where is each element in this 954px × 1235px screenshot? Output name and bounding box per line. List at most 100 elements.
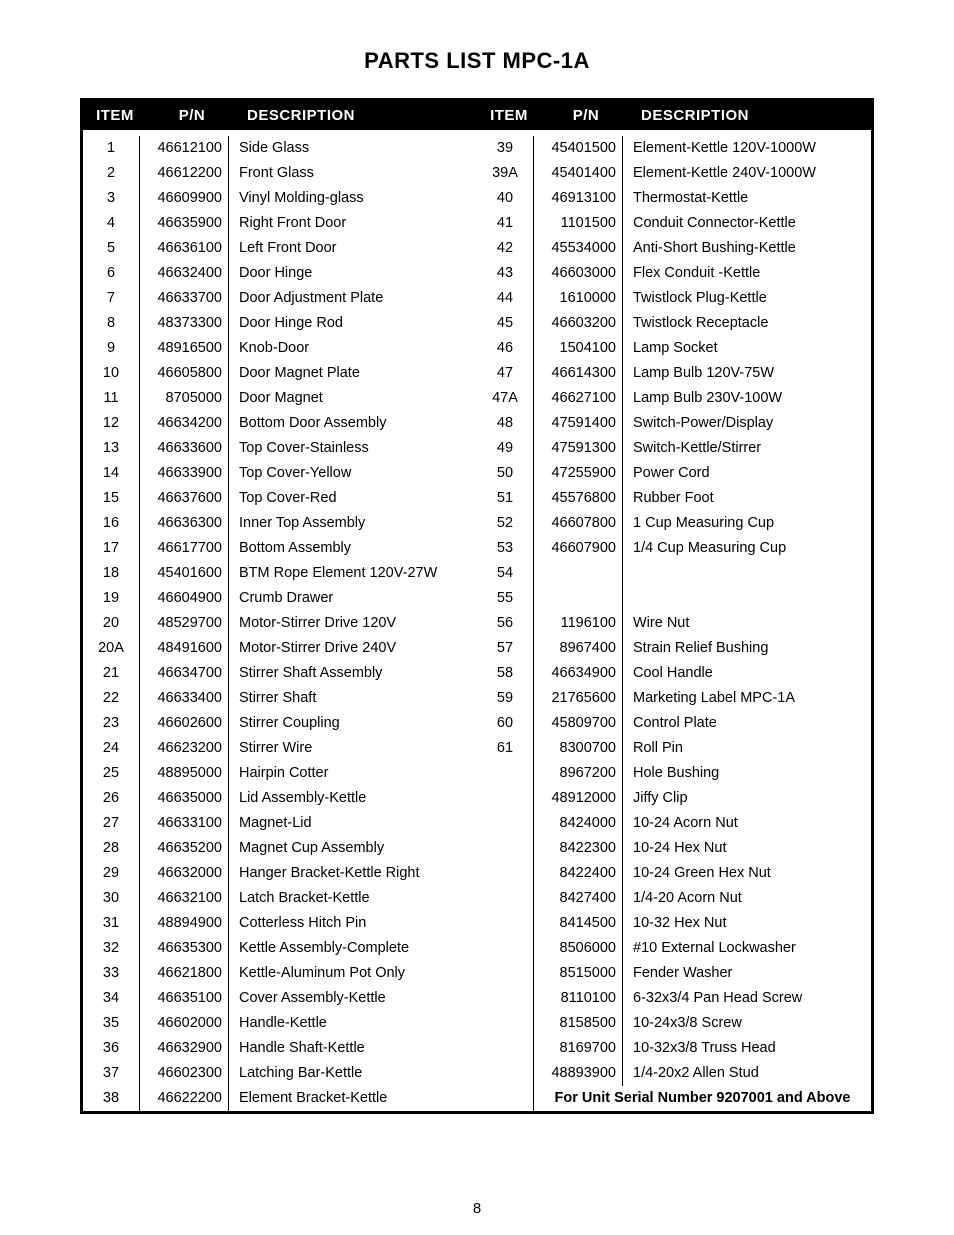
table-row: 246612200Front Glass bbox=[83, 161, 477, 186]
table-row: 546636100Left Front Door bbox=[83, 236, 477, 261]
cell-description: Control Plate bbox=[623, 711, 871, 736]
parts-table: Item P/N Description 146612100Side Glass… bbox=[80, 98, 874, 1114]
cell-item: 44 bbox=[477, 286, 534, 311]
cell-pn: 46602600 bbox=[140, 711, 229, 736]
cell-pn: 46635300 bbox=[140, 936, 229, 961]
cell-item bbox=[477, 1011, 534, 1036]
cell-pn: 46634200 bbox=[140, 411, 229, 436]
cell-pn: 1101500 bbox=[534, 211, 623, 236]
cell-item: 59 bbox=[477, 686, 534, 711]
table-row: 4746614300Lamp Bulb 120V-75W bbox=[477, 361, 871, 386]
right-body: 3945401500Element-Kettle 120V-1000W39A45… bbox=[477, 130, 871, 1111]
table-row: 816970010-32x3/8 Truss Head bbox=[477, 1036, 871, 1061]
cell-description: Right Front Door bbox=[229, 211, 477, 236]
cell-pn: 46632400 bbox=[140, 261, 229, 286]
cell-description: Cool Handle bbox=[623, 661, 871, 686]
table-row: 441610000Twistlock Plug-Kettle bbox=[477, 286, 871, 311]
cell-item: 12 bbox=[83, 411, 140, 436]
cell-item: 25 bbox=[83, 761, 140, 786]
cell-pn: 8424000 bbox=[534, 811, 623, 836]
cell-pn: 46632000 bbox=[140, 861, 229, 886]
header-row-left: Item P/N Description bbox=[83, 101, 477, 130]
cell-item: 41 bbox=[477, 211, 534, 236]
cell-item: 1 bbox=[83, 136, 140, 161]
cell-item: 53 bbox=[477, 536, 534, 561]
cell-item: 17 bbox=[83, 536, 140, 561]
table-row: 55 bbox=[477, 586, 871, 611]
table-row: 1046605800Door Magnet Plate bbox=[83, 361, 477, 386]
cell-item: 8 bbox=[83, 311, 140, 336]
cell-item: 39 bbox=[477, 136, 534, 161]
table-row: 578967400Strain Relief Bushing bbox=[477, 636, 871, 661]
cell-item: 61 bbox=[477, 736, 534, 761]
cell-item: 22 bbox=[83, 686, 140, 711]
cell-item: 30 bbox=[83, 886, 140, 911]
table-row: 1546637600Top Cover-Red bbox=[83, 486, 477, 511]
cell-item: 46 bbox=[477, 336, 534, 361]
table-row: 2846635200Magnet Cup Assembly bbox=[83, 836, 477, 861]
table-row: 3346621800Kettle-Aluminum Pot Only bbox=[83, 961, 477, 986]
cell-description: Twistlock Plug-Kettle bbox=[623, 286, 871, 311]
cell-pn: 46633600 bbox=[140, 436, 229, 461]
cell-description: Fender Washer bbox=[623, 961, 871, 986]
cell-description: Top Cover-Stainless bbox=[229, 436, 477, 461]
cell-description: Handle Shaft-Kettle bbox=[229, 1036, 477, 1061]
cell-pn: 46617700 bbox=[140, 536, 229, 561]
cell-item: 43 bbox=[477, 261, 534, 286]
cell-pn: 45534000 bbox=[534, 236, 623, 261]
cell-item bbox=[477, 861, 534, 886]
cell-description: Door Magnet bbox=[229, 386, 477, 411]
table-row: 52466078001 Cup Measuring Cup bbox=[477, 511, 871, 536]
cell-pn: 46633700 bbox=[140, 286, 229, 311]
table-row: 1845401600BTM Rope Element 120V-27W bbox=[83, 561, 477, 586]
cell-item: 27 bbox=[83, 811, 140, 836]
cell-description: Conduit Connector-Kettle bbox=[623, 211, 871, 236]
cell-pn: 1610000 bbox=[534, 286, 623, 311]
cell-pn bbox=[534, 586, 623, 611]
table-row: 746633700Door Adjustment Plate bbox=[83, 286, 477, 311]
table-row: 1346633600Top Cover-Stainless bbox=[83, 436, 477, 461]
cell-pn: 46634900 bbox=[534, 661, 623, 686]
table-row: 646632400Door Hinge bbox=[83, 261, 477, 286]
cell-description: Stirrer Wire bbox=[229, 736, 477, 761]
table-row: 2146634700Stirrer Shaft Assembly bbox=[83, 661, 477, 686]
cell-description: Door Hinge bbox=[229, 261, 477, 286]
cell-description: 1/4 Cup Measuring Cup bbox=[623, 536, 871, 561]
cell-item: 2 bbox=[83, 161, 140, 186]
cell-pn: 47255900 bbox=[534, 461, 623, 486]
table-row: 53466079001/4 Cup Measuring Cup bbox=[477, 536, 871, 561]
cell-pn bbox=[534, 561, 623, 586]
table-row: 1246634200Bottom Door Assembly bbox=[83, 411, 477, 436]
cell-pn: 45576800 bbox=[534, 486, 623, 511]
cell-pn: 46612100 bbox=[140, 136, 229, 161]
cell-pn: 46636300 bbox=[140, 511, 229, 536]
table-row: 2246633400Stirrer Shaft bbox=[83, 686, 477, 711]
cell-description bbox=[623, 561, 871, 586]
footnote-text: For Unit Serial Number 9207001 and Above bbox=[534, 1086, 871, 1111]
cell-item: 26 bbox=[83, 786, 140, 811]
cell-item: 35 bbox=[83, 1011, 140, 1036]
cell-pn: 46634700 bbox=[140, 661, 229, 686]
cell-pn: 8967200 bbox=[534, 761, 623, 786]
cell-item: 51 bbox=[477, 486, 534, 511]
cell-description: Bottom Assembly bbox=[229, 536, 477, 561]
cell-pn: 47591300 bbox=[534, 436, 623, 461]
cell-pn: 45401500 bbox=[534, 136, 623, 161]
cell-description: Rubber Foot bbox=[623, 486, 871, 511]
cell-item: 47 bbox=[477, 361, 534, 386]
table-row: 4346603000Flex Conduit -Kettle bbox=[477, 261, 871, 286]
cell-pn: 8705000 bbox=[140, 386, 229, 411]
cell-pn: 46602000 bbox=[140, 1011, 229, 1036]
cell-description: Marketing Label MPC-1A bbox=[623, 686, 871, 711]
cell-pn: 46913100 bbox=[534, 186, 623, 211]
cell-description: 10-24 Green Hex Nut bbox=[623, 861, 871, 886]
cell-item bbox=[477, 761, 534, 786]
page: PARTS LIST MPC-1A Item P/N Description 1… bbox=[0, 0, 954, 1235]
cell-description: Hole Bushing bbox=[623, 761, 871, 786]
cell-pn: 46604900 bbox=[140, 586, 229, 611]
table-row: 842240010-24 Green Hex Nut bbox=[477, 861, 871, 886]
cell-item: 5 bbox=[83, 236, 140, 261]
table-row: 81101006-32x3/4 Pan Head Screw bbox=[477, 986, 871, 1011]
cell-item: 29 bbox=[83, 861, 140, 886]
header-pn: P/N bbox=[147, 101, 237, 130]
